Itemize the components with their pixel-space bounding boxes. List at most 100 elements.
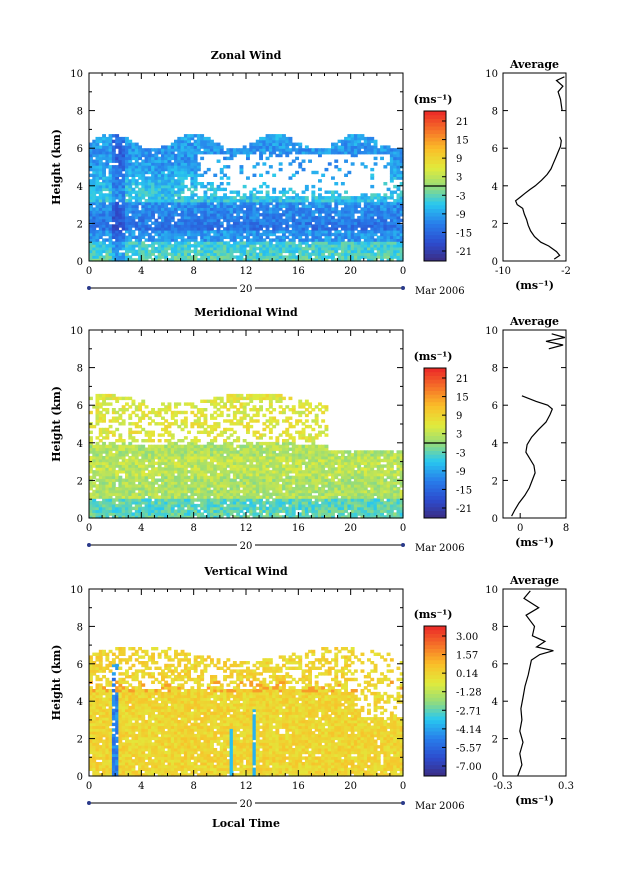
heatmap-cell [242, 244, 247, 248]
heatmap-cell [203, 492, 208, 496]
heatmap-cell [203, 399, 208, 403]
heatmap-cell [92, 210, 97, 214]
heatmap-cell [239, 478, 244, 482]
heatmap-cell [249, 484, 254, 488]
heatmap-cell [203, 450, 208, 454]
heatmap-cell [219, 487, 224, 491]
heatmap-cell [239, 255, 244, 259]
heatmap-cell [210, 252, 214, 256]
heatmap-cell [131, 484, 136, 488]
heatmap-cell [383, 207, 388, 211]
heatmap-cell [157, 439, 162, 443]
heatmap-cell [360, 196, 365, 200]
heatmap-cell [174, 495, 178, 499]
heatmap-cell [115, 184, 120, 189]
heatmap-cell [183, 255, 188, 259]
heatmap-cell [213, 241, 218, 245]
heatmap-cell [246, 201, 250, 206]
heatmap-cell [154, 512, 159, 516]
heatmap-cell [134, 207, 139, 211]
heatmap-cell [324, 246, 329, 251]
heatmap-cell [314, 201, 319, 206]
heatmap-cell [393, 221, 398, 225]
heatmap-cell [95, 487, 100, 491]
heatmap-cell [285, 139, 290, 144]
heatmap-cell [131, 148, 136, 152]
heatmap-cell [229, 246, 234, 251]
x-tick-label: 16 [292, 266, 305, 277]
heatmap-cell [239, 204, 244, 208]
heatmap-cell [95, 190, 100, 194]
heatmap-cell [118, 246, 123, 251]
heatmap-cell [255, 238, 260, 242]
heatmap-cell [216, 475, 221, 480]
heatmap-cell [246, 210, 250, 214]
heatmap-cell [386, 162, 391, 166]
heatmap-cell [151, 201, 155, 206]
heatmap-cell [190, 218, 195, 223]
heatmap-cell [226, 495, 231, 499]
y-tick-label: 0 [77, 257, 83, 268]
heatmap-cell [170, 232, 175, 237]
heatmap-cell [203, 413, 208, 418]
heatmap-cell [252, 204, 257, 208]
heatmap-cell [134, 444, 139, 449]
heatmap-cell [108, 472, 113, 477]
heatmap-cell [95, 408, 100, 412]
heatmap-cell [151, 207, 155, 211]
heatmap-cell [157, 464, 162, 468]
heatmap-cell [105, 238, 110, 242]
heatmap-cell [95, 145, 100, 149]
colorbar-swatch [424, 223, 446, 228]
heatmap-cell [393, 246, 398, 251]
heatmap-cell [154, 498, 159, 502]
heatmap-cell [308, 213, 312, 217]
heatmap-cell [111, 515, 116, 519]
heatmap-cell [311, 238, 316, 242]
heatmap-cell [272, 218, 277, 223]
heatmap-cell [196, 142, 201, 146]
heatmap-cell [161, 204, 165, 208]
heatmap-cell [272, 258, 277, 262]
heatmap-cell [363, 238, 368, 242]
heatmap-cell [206, 221, 211, 225]
heatmap-cell [200, 456, 205, 460]
heatmap-cell [239, 230, 244, 234]
heatmap-cell [210, 492, 214, 496]
heatmap-cell [128, 475, 133, 480]
heatmap-cell [183, 159, 188, 163]
heatmap-cell [108, 153, 113, 158]
heatmap-cell [180, 427, 185, 432]
heatmap-cell [265, 235, 270, 239]
heatmap-cell [154, 170, 159, 175]
heatmap-cell [216, 503, 221, 508]
heatmap-cell [177, 447, 182, 451]
heatmap-cell [131, 472, 136, 477]
heatmap-cell [259, 136, 263, 141]
heatmap-cell [285, 221, 290, 225]
heatmap-cell [144, 498, 149, 502]
heatmap-cell [180, 478, 185, 482]
y-tick-label: 6 [77, 144, 83, 155]
heatmap-cell [383, 255, 388, 259]
heatmap-cell [108, 484, 113, 488]
heatmap-cell [115, 444, 120, 449]
heatmap-cell [252, 481, 257, 485]
heatmap-cell [203, 184, 208, 189]
heatmap-cell [236, 503, 241, 508]
heatmap-cell [210, 478, 214, 482]
heatmap-cell [321, 207, 326, 211]
heatmap-cell [147, 498, 152, 502]
heatmap-cell [187, 458, 191, 463]
heatmap-cell [190, 165, 195, 169]
heatmap-cell [232, 475, 237, 480]
heatmap-cell [353, 134, 358, 138]
heatmap-cell [177, 402, 182, 406]
heatmap-cell [272, 232, 277, 237]
colorbar-tick-label: 3 [456, 173, 462, 184]
heatmap-cell [174, 419, 178, 423]
heatmap-cell [265, 215, 270, 220]
heatmap-cell [108, 501, 113, 505]
heatmap-cell [98, 464, 103, 468]
heatmap-cell [144, 232, 149, 237]
